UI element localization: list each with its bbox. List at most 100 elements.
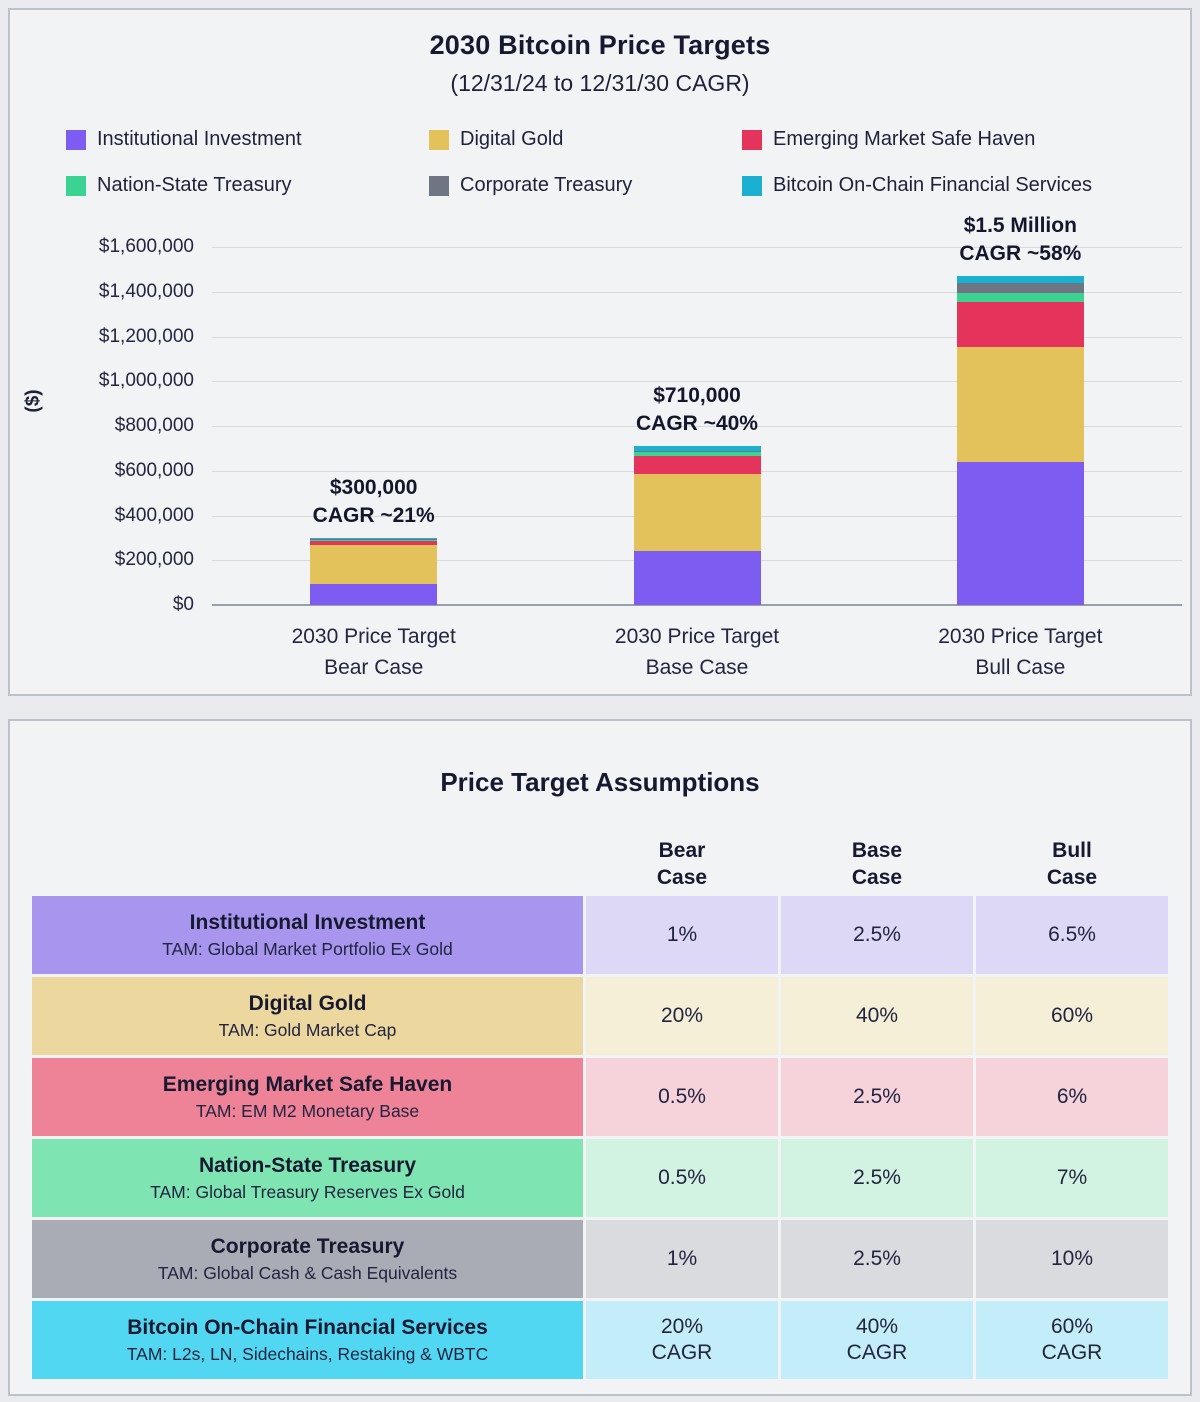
assumption-value-nation-state-treasury-bull-case: 7% [976,1139,1168,1217]
value-line: 10% [1050,1247,1094,1270]
assumption-value-institutional-investment-bear-case: 1% [586,896,778,974]
assumption-value-institutional-investment-bull-case: 6.5% [976,896,1168,974]
legend-color-swatch [66,175,86,196]
bar-segment-institutional-investment [310,583,438,605]
assumption-value-digital-gold-bear-case: 20% [586,977,778,1055]
bar-segment-digital-gold [956,346,1084,462]
value-line: 2.5% [853,923,901,946]
price-targets-chart-panel: 2030 Bitcoin Price Targets (12/31/24 to … [8,8,1192,696]
bar-annotation-base-case: $710,000 CAGR ~40% [537,382,857,438]
legend-color-swatch [742,175,762,196]
legend-item-emerging-market-safe-haven: Emerging Market Safe Haven [742,128,1174,151]
x-axis-label-bear-case: 2030 Price Target Bear Case [204,621,544,683]
gridline [212,426,1182,427]
legend-label: Digital Gold [460,128,564,150]
legend-label: Bitcoin On-Chain Financial Services [773,174,1093,196]
y-tick-label: $600,000 [114,459,194,481]
assumption-value-emerging-market-safe-haven-base-case: 2.5% [781,1058,973,1136]
bar-segment-digital-gold [633,474,761,552]
row-title: Nation-State Treasury [198,1154,417,1177]
assumption-value-nation-state-treasury-base-case: 2.5% [781,1139,973,1217]
legend-item-nation-state-treasury: Nation-State Treasury [66,174,429,197]
row-title: Corporate Treasury [210,1235,405,1258]
value-line: 2.5% [853,1085,901,1108]
legend-item-corporate-treasury: Corporate Treasury [429,174,742,197]
assumption-value-nation-state-treasury-bear-case: 0.5% [586,1139,778,1217]
y-tick-label: $0 [172,594,194,615]
legend-label: Emerging Market Safe Haven [773,128,1036,150]
value-line: CAGR [846,1341,908,1364]
y-tick-label: $1,400,000 [98,280,194,302]
column-header-line: Case [1046,866,1098,889]
assumption-value-bitcoin-on-chain-financial-services-base-case: 40% CAGR [781,1301,973,1379]
bar-segment-emerging-market-safe-haven [310,540,438,545]
x-axis-label-line: 2030 Price Target [938,625,1103,648]
assumption-value-digital-gold-base-case: 40% [781,977,973,1055]
value-line: 6.5% [1048,923,1096,946]
legend-item-bitcoin-on-chain-financial-services: Bitcoin On-Chain Financial Services [742,174,1174,197]
x-axis-label-line: Base Case [645,656,749,679]
bar-bear-case [310,247,438,605]
assumption-value-bitcoin-on-chain-financial-services-bear-case: 20% CAGR [586,1301,778,1379]
annotation-total: $1.5 Million [963,214,1077,238]
bar-annotation-bull-case: $1.5 Million CAGR ~58% [860,212,1180,268]
y-tick-label: $200,000 [114,549,194,571]
assumption-value-digital-gold-bull-case: 60% [976,977,1168,1055]
y-tick-label: $400,000 [114,504,194,526]
row-label-cell-bitcoin-on-chain-financial-services: Bitcoin On-Chain Financial Services TAM: … [32,1301,583,1379]
annotation-cagr: CAGR ~40% [636,412,758,436]
row-tam-subtitle: TAM: Global Cash & Cash Equivalents [157,1263,458,1283]
assumption-value-bitcoin-on-chain-financial-services-bull-case: 60% CAGR [976,1301,1168,1379]
gridline [212,247,1182,248]
value-line: 0.5% [658,1085,706,1108]
legend-color-swatch [429,129,449,150]
legend-label: Corporate Treasury [460,174,633,196]
value-line: 0.5% [658,1166,706,1189]
value-line: 60% [1050,1004,1094,1027]
header-spacer [32,821,583,893]
bar-segment-bitcoin-on-chain-financial-services [956,276,1084,283]
column-header-line: Base [851,839,903,862]
table-title: Price Target Assumptions [440,767,760,797]
bar-segment-institutional-investment [633,551,761,605]
chart-legend: Institutional Investment Digital Gold Emer… [66,128,1174,197]
legend-color-swatch [66,129,86,150]
bar-segment-nation-state-treasury [956,292,1084,302]
x-axis-label-bull-case: 2030 Price Target Bull Case [850,621,1190,683]
bar-annotation-bear-case: $300,000 CAGR ~21% [214,474,534,530]
column-header-bull-case: Bull Case [976,821,1168,893]
chart-title: 2030 Bitcoin Price Targets [429,30,771,60]
y-tick-label: $1,600,000 [98,236,194,257]
plot-area: $0 $200,000 $400,000 $600,000 $800,000 $1,000… [99,214,1182,679]
row-label-cell-emerging-market-safe-haven: Emerging Market Safe Haven TAM: EM M2 Mon… [32,1058,583,1136]
row-title: Institutional Investment [189,911,426,934]
value-line: 40% [855,1315,899,1338]
legend-label: Nation-State Treasury [97,174,292,196]
row-tam-subtitle: TAM: Global Treasury Reserves Ex Gold [150,1182,465,1202]
row-tam-subtitle: TAM: Global Market Portfolio Ex Gold [162,939,453,959]
legend-color-swatch [429,175,449,196]
assumption-value-corporate-treasury-bull-case: 10% [976,1220,1168,1298]
legend-label: Institutional Investment [97,128,302,150]
assumption-value-emerging-market-safe-haven-bull-case: 6% [976,1058,1168,1136]
legend-color-swatch [742,129,762,150]
value-line: CAGR [1041,1341,1103,1364]
bar-segment-bitcoin-on-chain-financial-services [310,537,438,540]
bar-segment-corporate-treasury [310,539,438,541]
assumption-value-corporate-treasury-base-case: 2.5% [781,1220,973,1298]
value-line: CAGR [651,1341,713,1364]
bar-segment-emerging-market-safe-haven [633,456,761,475]
row-title: Digital Gold [248,992,367,1015]
legend-item-institutional-investment: Institutional Investment [66,128,429,151]
column-header-base-case: Base Case [781,821,973,893]
value-line: 20% [660,1315,704,1338]
annotation-total: $300,000 [329,475,418,499]
column-header-line: Case [656,866,708,889]
row-tam-subtitle: TAM: L2s, LN, Sidechains, Restaking & WB… [126,1344,489,1364]
bar-segment-emerging-market-safe-haven [956,301,1084,347]
x-axis-label-line: Bull Case [975,656,1066,679]
bar-segment-institutional-investment [956,461,1084,605]
bar-base-case [633,247,761,605]
value-line: 40% [855,1004,899,1027]
row-tam-subtitle: TAM: EM M2 Monetary Base [195,1101,420,1121]
